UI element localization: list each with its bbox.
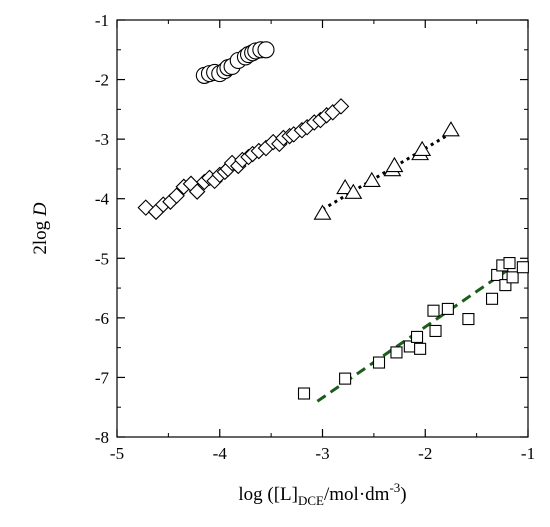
square-point (506, 271, 519, 284)
square-point (441, 302, 454, 315)
diamond-point (332, 98, 350, 115)
square-point (516, 261, 529, 274)
data-marks (137, 41, 529, 400)
square-point (499, 279, 512, 292)
x-tick-label: -1 (521, 444, 535, 463)
tick-labels: -5 -4 -3 -2 -1 -8 -7 -6 -5 -4 -3 -2 -1 (95, 11, 535, 463)
square-point (485, 292, 499, 305)
y-tick-label: -7 (95, 368, 110, 387)
x-axis-label-pre: log ([L] (238, 484, 298, 505)
triangle-point (441, 121, 460, 137)
square-point (462, 312, 475, 326)
triangle-point (362, 171, 381, 187)
triangle-point (313, 204, 332, 220)
triangle-point (385, 156, 404, 173)
diamond-point (188, 183, 206, 200)
x-tick-label: -5 (110, 444, 124, 463)
y-tick-label: -3 (95, 130, 109, 149)
x-tick-label: -3 (315, 444, 329, 463)
square-point (429, 324, 442, 338)
square-point (390, 346, 403, 359)
circle-point (257, 41, 275, 59)
diamond-point (168, 187, 185, 205)
x-tick-label: -4 (213, 444, 228, 463)
y-axis-label-italic: D (30, 202, 51, 217)
x-axis-label-sup: -3 (389, 480, 400, 495)
y-tick-label: -4 (95, 190, 110, 209)
axis-ticks (116, 19, 529, 438)
square-point (297, 387, 311, 400)
x-axis-label-sub: DCE (298, 493, 324, 508)
triangle-point (336, 178, 355, 195)
plot-frame (116, 19, 529, 438)
square-point (339, 372, 352, 385)
y-tick-label: -8 (95, 428, 109, 447)
y-tick-label: -2 (95, 71, 109, 90)
y-axis-label-prefix: 2log (30, 216, 51, 255)
x-axis-label-post: ) (400, 484, 406, 505)
square-point (503, 257, 516, 270)
square-point (410, 330, 424, 343)
fit-lines (316, 131, 509, 403)
y-tick-label: -6 (95, 309, 109, 328)
square-point (372, 356, 386, 369)
x-axis-label-mid: /mol·dm (324, 484, 390, 505)
y-tick-label: -1 (95, 11, 109, 30)
triangle-point (344, 183, 363, 199)
y-tick-label: -5 (95, 249, 109, 268)
x-axis-label: log ([L]DCE/mol·dm-3) (238, 480, 406, 508)
x-tick-label: -2 (418, 444, 432, 463)
square-point (414, 342, 427, 355)
square-point (427, 304, 440, 317)
triangle-point (413, 140, 432, 157)
y-axis-label: 2log D (30, 202, 51, 255)
